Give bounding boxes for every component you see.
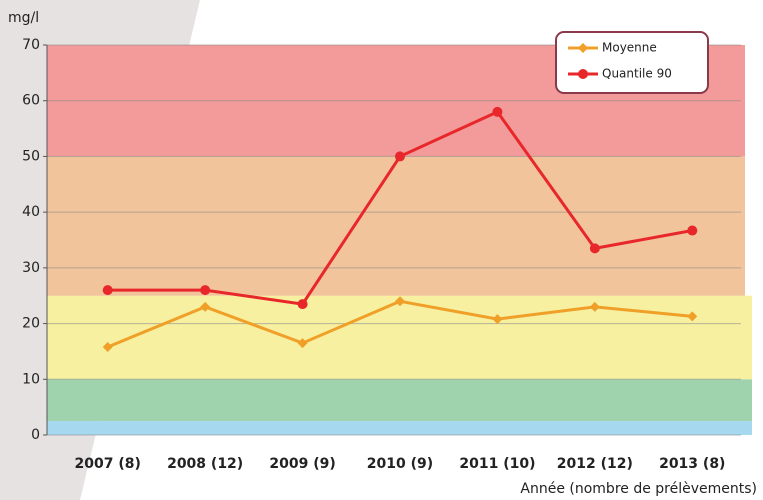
threshold-band	[47, 421, 752, 435]
threshold-band	[47, 379, 752, 421]
threshold-band	[47, 156, 745, 295]
y-tick-label: 70	[22, 37, 40, 53]
x-tick-label: 2010 (9)	[367, 456, 433, 472]
point	[200, 285, 210, 295]
legend-label: Quantile 90	[602, 67, 672, 81]
point	[687, 226, 697, 236]
point	[395, 151, 405, 161]
x-tick-label: 2007 (8)	[75, 456, 141, 472]
x-tick-label: 2009 (9)	[269, 456, 335, 472]
point	[103, 285, 113, 295]
y-axis-label: mg/l	[8, 10, 39, 26]
chart: mg/l Année (nombre de prélèvements) 0 10 2…	[0, 0, 763, 500]
x-tick-label: 2008 (12)	[167, 456, 243, 472]
y-tick-label: 50	[22, 148, 40, 164]
y-tick-label: 0	[31, 427, 40, 443]
point	[492, 107, 502, 117]
legend-label: Moyenne	[602, 41, 657, 55]
x-tick-label: 2013 (8)	[659, 456, 725, 472]
x-tick-label: 2012 (12)	[557, 456, 633, 472]
point	[298, 299, 308, 309]
page: mg/l Année (nombre de prélèvements) 0 10 2…	[0, 0, 763, 500]
y-tick-label: 10	[22, 371, 40, 387]
point	[590, 243, 600, 253]
y-tick-label: 20	[22, 316, 40, 332]
point	[578, 69, 588, 79]
y-tick-label: 40	[22, 204, 40, 220]
x-axis-label: Année (nombre de prélèvements)	[520, 481, 757, 497]
y-tick-label: 30	[22, 260, 40, 276]
x-tick-label: 2011 (10)	[459, 456, 535, 472]
threshold-band	[47, 296, 752, 380]
y-tick-label: 60	[22, 93, 40, 109]
